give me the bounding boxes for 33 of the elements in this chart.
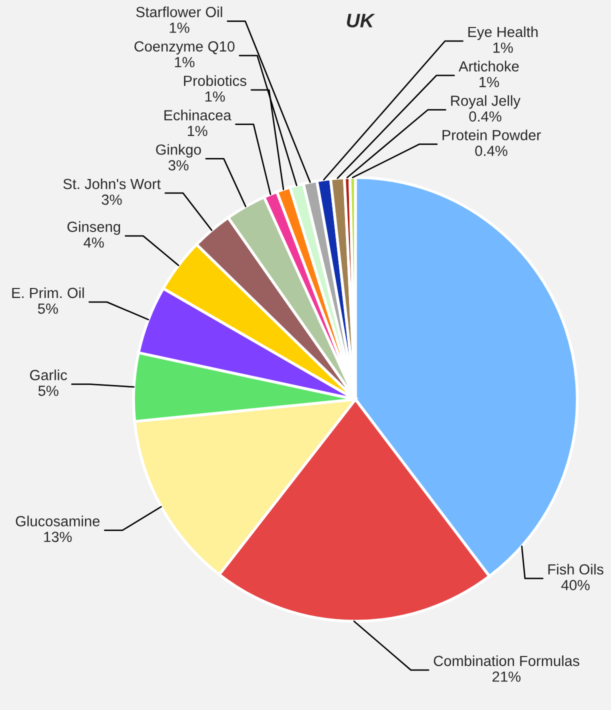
data-label: 0.4% <box>475 146 508 156</box>
data-label: 1% <box>205 91 225 102</box>
data-label: 1% <box>493 42 513 53</box>
slice-label: Starflower Oil <box>136 6 222 18</box>
data-label: 5% <box>38 386 58 396</box>
data-label: 21% <box>492 672 520 682</box>
data-label: 13% <box>44 532 72 542</box>
chart-title: UK <box>346 14 376 28</box>
slice-label: St. John's Wort <box>63 178 161 190</box>
data-label: 1% <box>188 126 208 136</box>
slice-label: Fish Oils <box>548 564 604 575</box>
data-label: 1% <box>174 57 194 68</box>
slice-label: E. Prim. Oil <box>12 287 84 298</box>
data-label: 5% <box>38 304 58 314</box>
data-label: 3% <box>168 160 188 170</box>
slice-label: Ginseng <box>67 221 120 235</box>
slice-label: Ginkgo <box>156 144 201 158</box>
slice-label: Protein Powder <box>442 130 541 140</box>
slice-label: Garlic <box>30 370 68 380</box>
slice-label: Eye Health <box>468 26 538 40</box>
data-label: 3% <box>102 194 122 205</box>
data-label: 4% <box>84 237 104 248</box>
slice-label: Glucosamine <box>16 516 100 526</box>
data-label: 1% <box>480 76 500 88</box>
slice-label: Royal Jelly <box>451 95 520 109</box>
data-label: 40% <box>561 580 590 590</box>
slice-label: Echinacea <box>164 110 232 120</box>
slice-label: Probiotics <box>184 75 246 86</box>
slice-label: Coenzyme Q10 <box>134 41 235 54</box>
slice-label: Combination Formulas <box>434 655 580 666</box>
slice-label: Artichoke <box>458 60 519 72</box>
data-label: 0.4% <box>469 111 502 122</box>
data-label: 1% <box>170 22 190 33</box>
